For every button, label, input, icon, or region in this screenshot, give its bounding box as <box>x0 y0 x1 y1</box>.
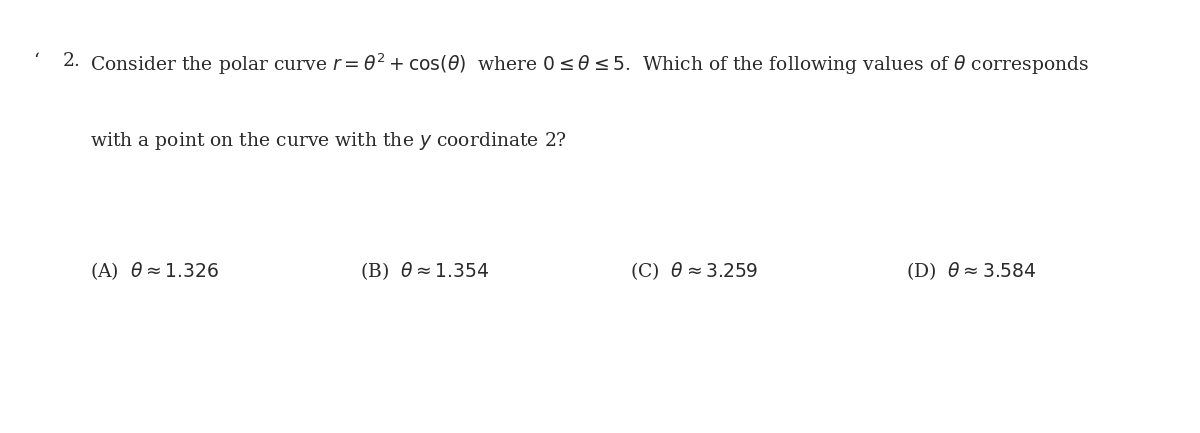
Text: (C)  $\theta \approx 3.259$: (C) $\theta \approx 3.259$ <box>630 260 757 281</box>
Text: with a point on the curve with the $y$ coordinate 2?: with a point on the curve with the $y$ c… <box>90 130 568 152</box>
Text: (A)  $\theta \approx 1.326$: (A) $\theta \approx 1.326$ <box>90 260 220 281</box>
Text: (D)  $\theta \approx 3.584$: (D) $\theta \approx 3.584$ <box>906 260 1037 281</box>
Text: Consider the polar curve $r = \theta^2 + \cos(\theta)$  where $0 \leq \theta \le: Consider the polar curve $r = \theta^2 +… <box>90 52 1090 78</box>
Text: (B)  $\theta \approx 1.354$: (B) $\theta \approx 1.354$ <box>360 260 490 281</box>
Text: ‘: ‘ <box>34 52 40 70</box>
Text: 2.: 2. <box>62 52 80 70</box>
